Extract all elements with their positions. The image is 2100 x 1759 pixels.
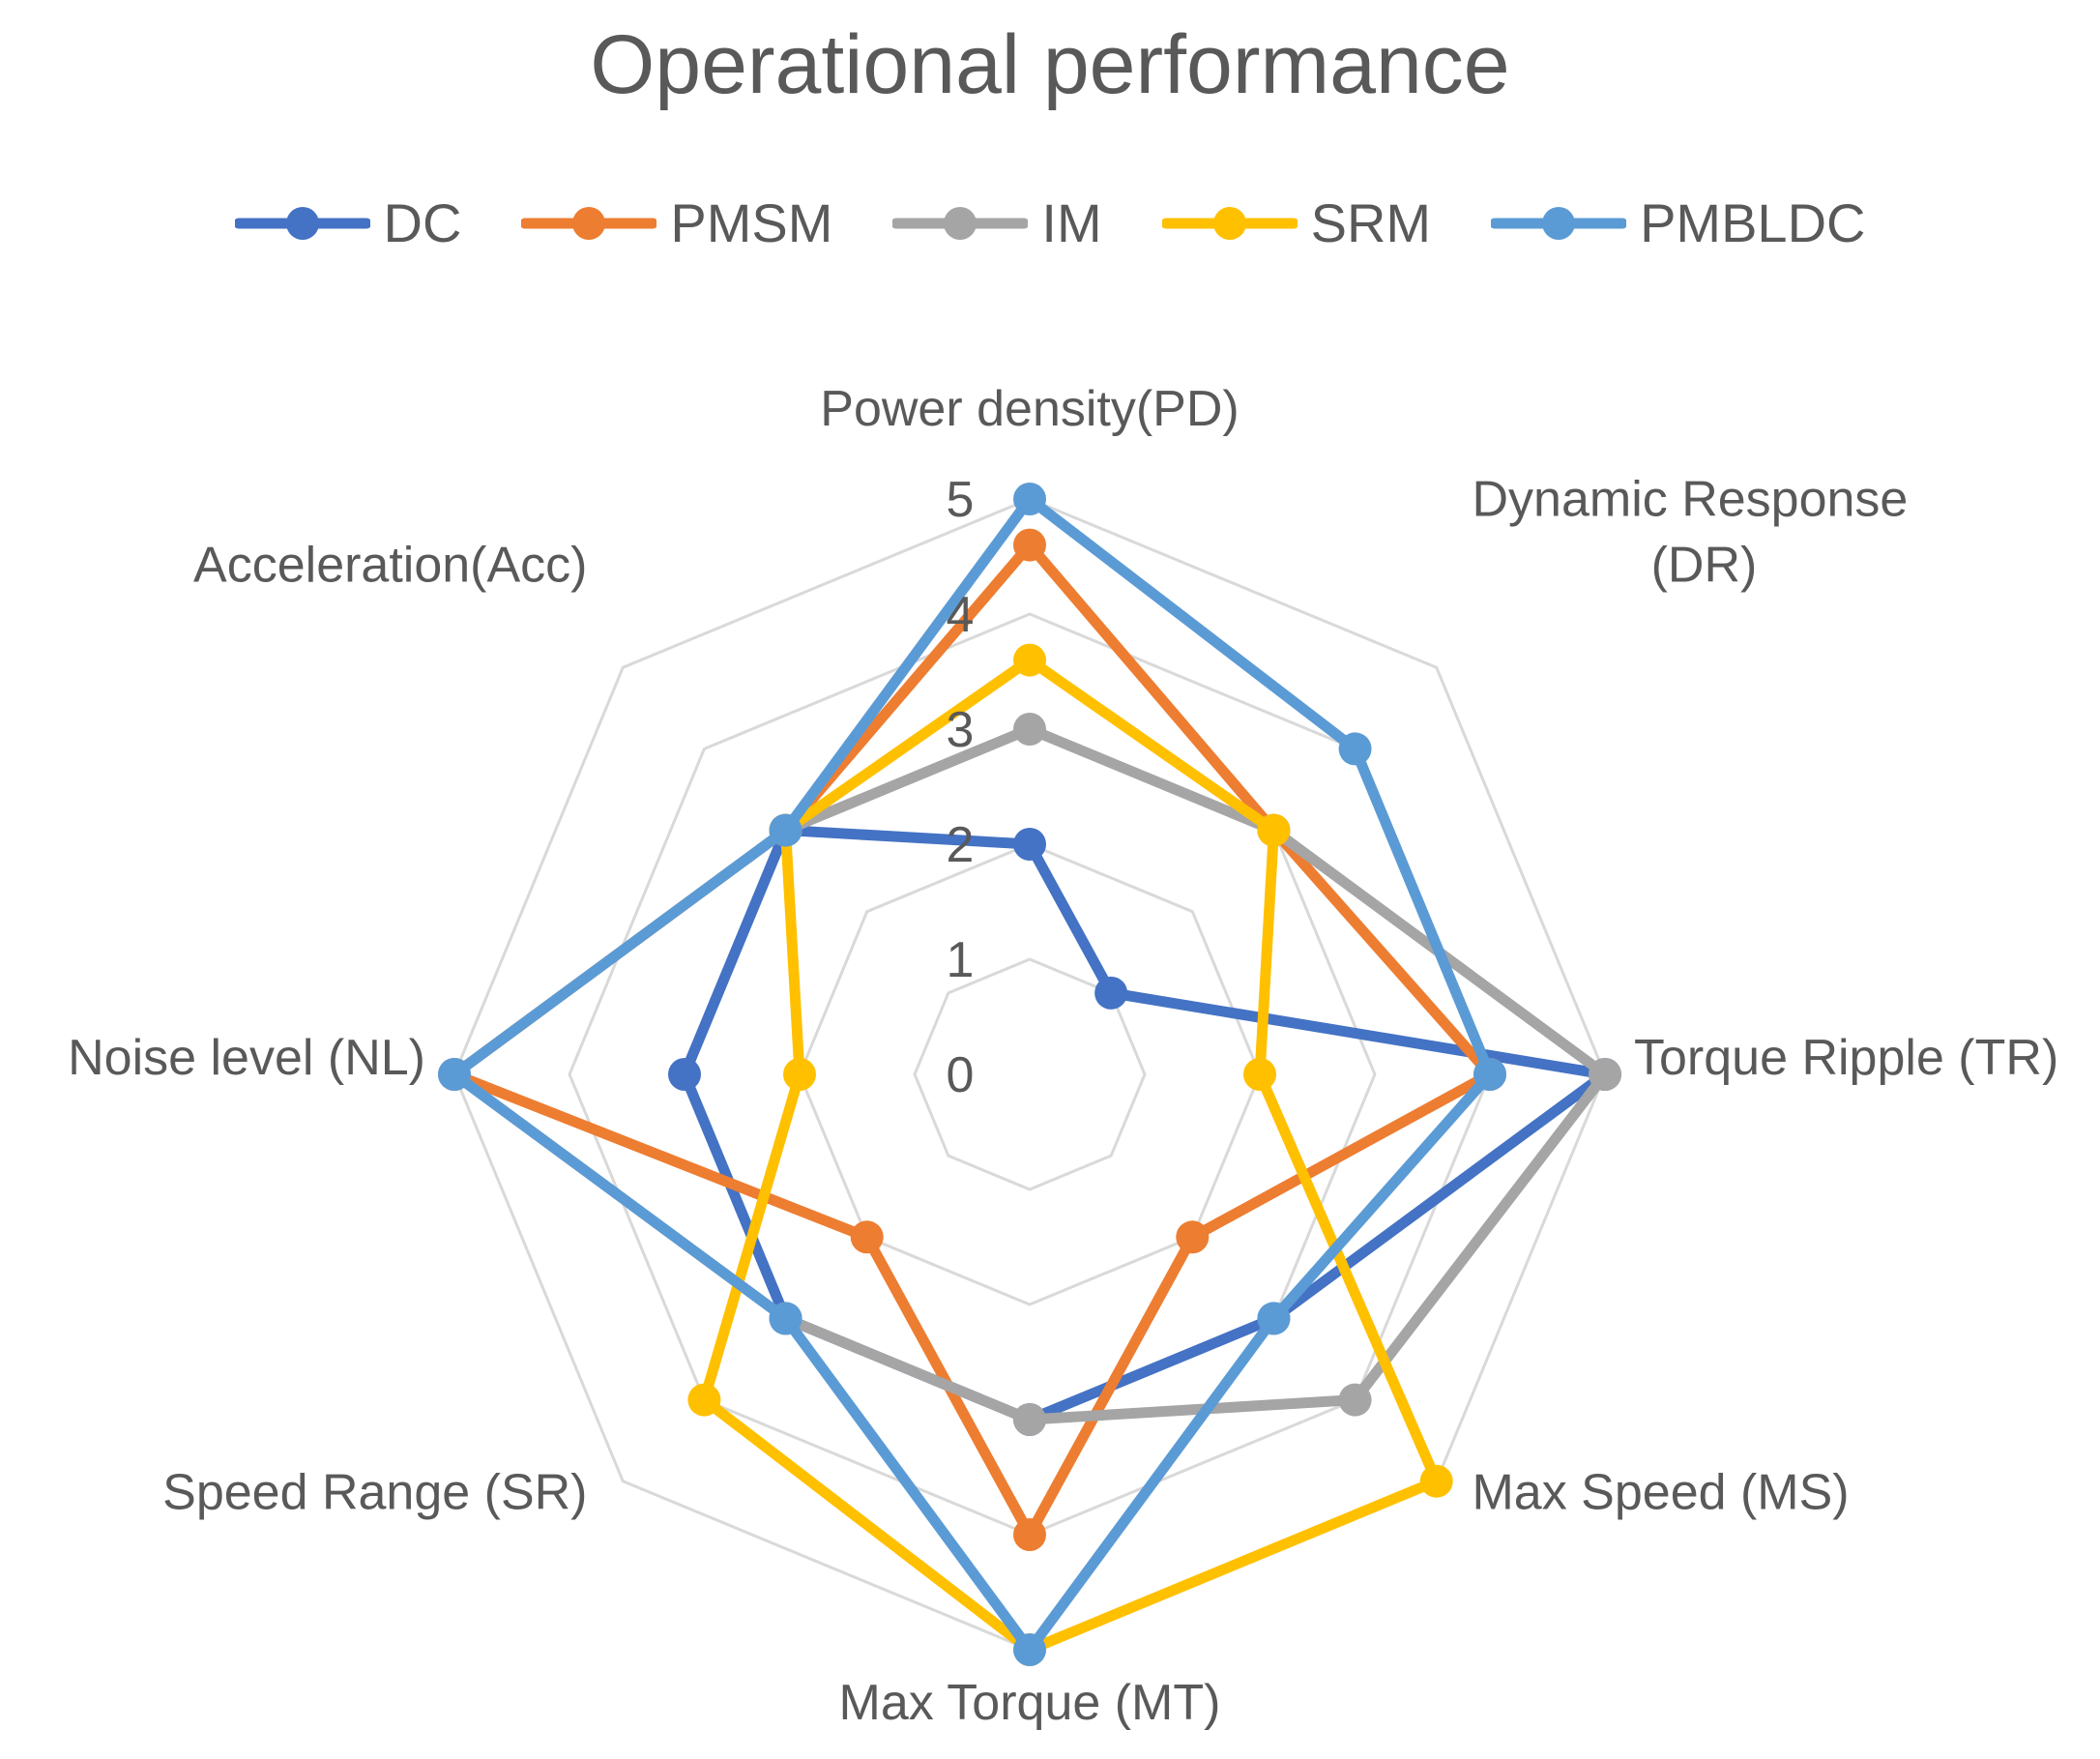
grid-ring-1 [913, 957, 1147, 1191]
legend-swatch-dc [234, 206, 370, 240]
data-point-pmbldc-2 [1473, 1058, 1506, 1091]
legend-label-dc: DC [383, 192, 462, 253]
data-point-im-4 [1013, 1403, 1046, 1436]
data-point-dc-6 [668, 1058, 701, 1091]
data-point-srm-0 [1013, 643, 1046, 677]
tick-layer: 0 1 2 3 4 5 [947, 472, 975, 1103]
legend-item-pmsm: PMSM [521, 191, 832, 254]
series-pmbldc [438, 483, 1506, 1666]
tick-label-5: 5 [947, 472, 975, 528]
data-point-pmbldc-5 [769, 1302, 802, 1335]
data-point-dc-0 [1013, 828, 1046, 861]
data-point-pmbldc-7 [769, 813, 802, 847]
data-point-dc-1 [1094, 976, 1128, 1010]
tick-label-1: 1 [947, 932, 975, 988]
legend-label-pmbldc: PMBLDC [1640, 192, 1866, 253]
chart-title: Operational performance [590, 18, 1510, 111]
axis-label-1-line-0: Dynamic Response [1472, 472, 1908, 528]
axis-label-5: Speed Range (SR) [162, 1464, 587, 1520]
series-layer [438, 483, 1621, 1666]
axis-label-3: Max Speed (MS) [1472, 1464, 1849, 1520]
axis-label-6: Noise level (NL) [68, 1030, 425, 1086]
series-dc [668, 813, 1621, 1436]
data-point-pmbldc-6 [438, 1058, 471, 1091]
legend-item-srm: SRM [1161, 191, 1432, 254]
axis-label-4: Max Torque (MT) [839, 1675, 1221, 1731]
tick-label-2: 2 [947, 817, 975, 873]
data-point-srm-3 [1419, 1464, 1453, 1498]
data-point-im-3 [1338, 1383, 1372, 1417]
data-point-pmbldc-3 [1257, 1302, 1291, 1335]
data-point-pmbldc-4 [1013, 1633, 1046, 1666]
tick-label-3: 3 [947, 702, 975, 758]
data-point-srm-1 [1257, 813, 1291, 847]
legend-swatch-im [892, 206, 1029, 240]
data-point-im-0 [1013, 713, 1046, 746]
axis-label-0: Power density(PD) [820, 381, 1239, 437]
data-point-pmsm-3 [1176, 1220, 1210, 1254]
data-point-srm-6 [783, 1058, 816, 1091]
data-point-pmbldc-1 [1338, 732, 1372, 766]
data-point-pmsm-5 [850, 1220, 884, 1254]
legend-swatch-srm [1161, 206, 1298, 240]
axis-label-2: Torque Ripple (TR) [1634, 1030, 2058, 1086]
data-point-pmbldc-0 [1013, 483, 1046, 515]
data-point-srm-2 [1243, 1058, 1276, 1091]
series-line-pmsm [449, 540, 1496, 1540]
data-point-pmsm-0 [1013, 528, 1046, 562]
data-point-srm-5 [687, 1383, 721, 1417]
data-point-im-2 [1589, 1058, 1621, 1091]
grid-ring-2 [798, 842, 1262, 1306]
tick-label-0: 0 [947, 1047, 975, 1103]
tick-label-4: 4 [947, 587, 975, 643]
legend-item-dc: DC [234, 191, 462, 254]
legend-label-im: IM [1041, 192, 1102, 253]
data-point-pmsm-4 [1013, 1518, 1046, 1551]
legend-swatch-pmbldc [1491, 206, 1627, 240]
legend-swatch-pmsm [521, 206, 657, 240]
legend-item-im: IM [892, 191, 1102, 254]
axis-label-1-line-1: (DR) [1651, 538, 1758, 594]
legend-label-pmsm: PMSM [670, 192, 833, 253]
series-line-srm [698, 655, 1443, 1656]
series-im [438, 713, 1621, 1436]
axis-label-layer: Power density(PD) Dynamic Response (DR) Tor… [68, 381, 2058, 1731]
legend: DC PMSM IM SRM PMBLDC [0, 191, 2100, 254]
legend-item-pmbldc: PMBLDC [1491, 191, 1865, 254]
axis-label-7: Acceleration(Acc) [193, 538, 587, 594]
legend-label-srm: SRM [1310, 192, 1432, 253]
